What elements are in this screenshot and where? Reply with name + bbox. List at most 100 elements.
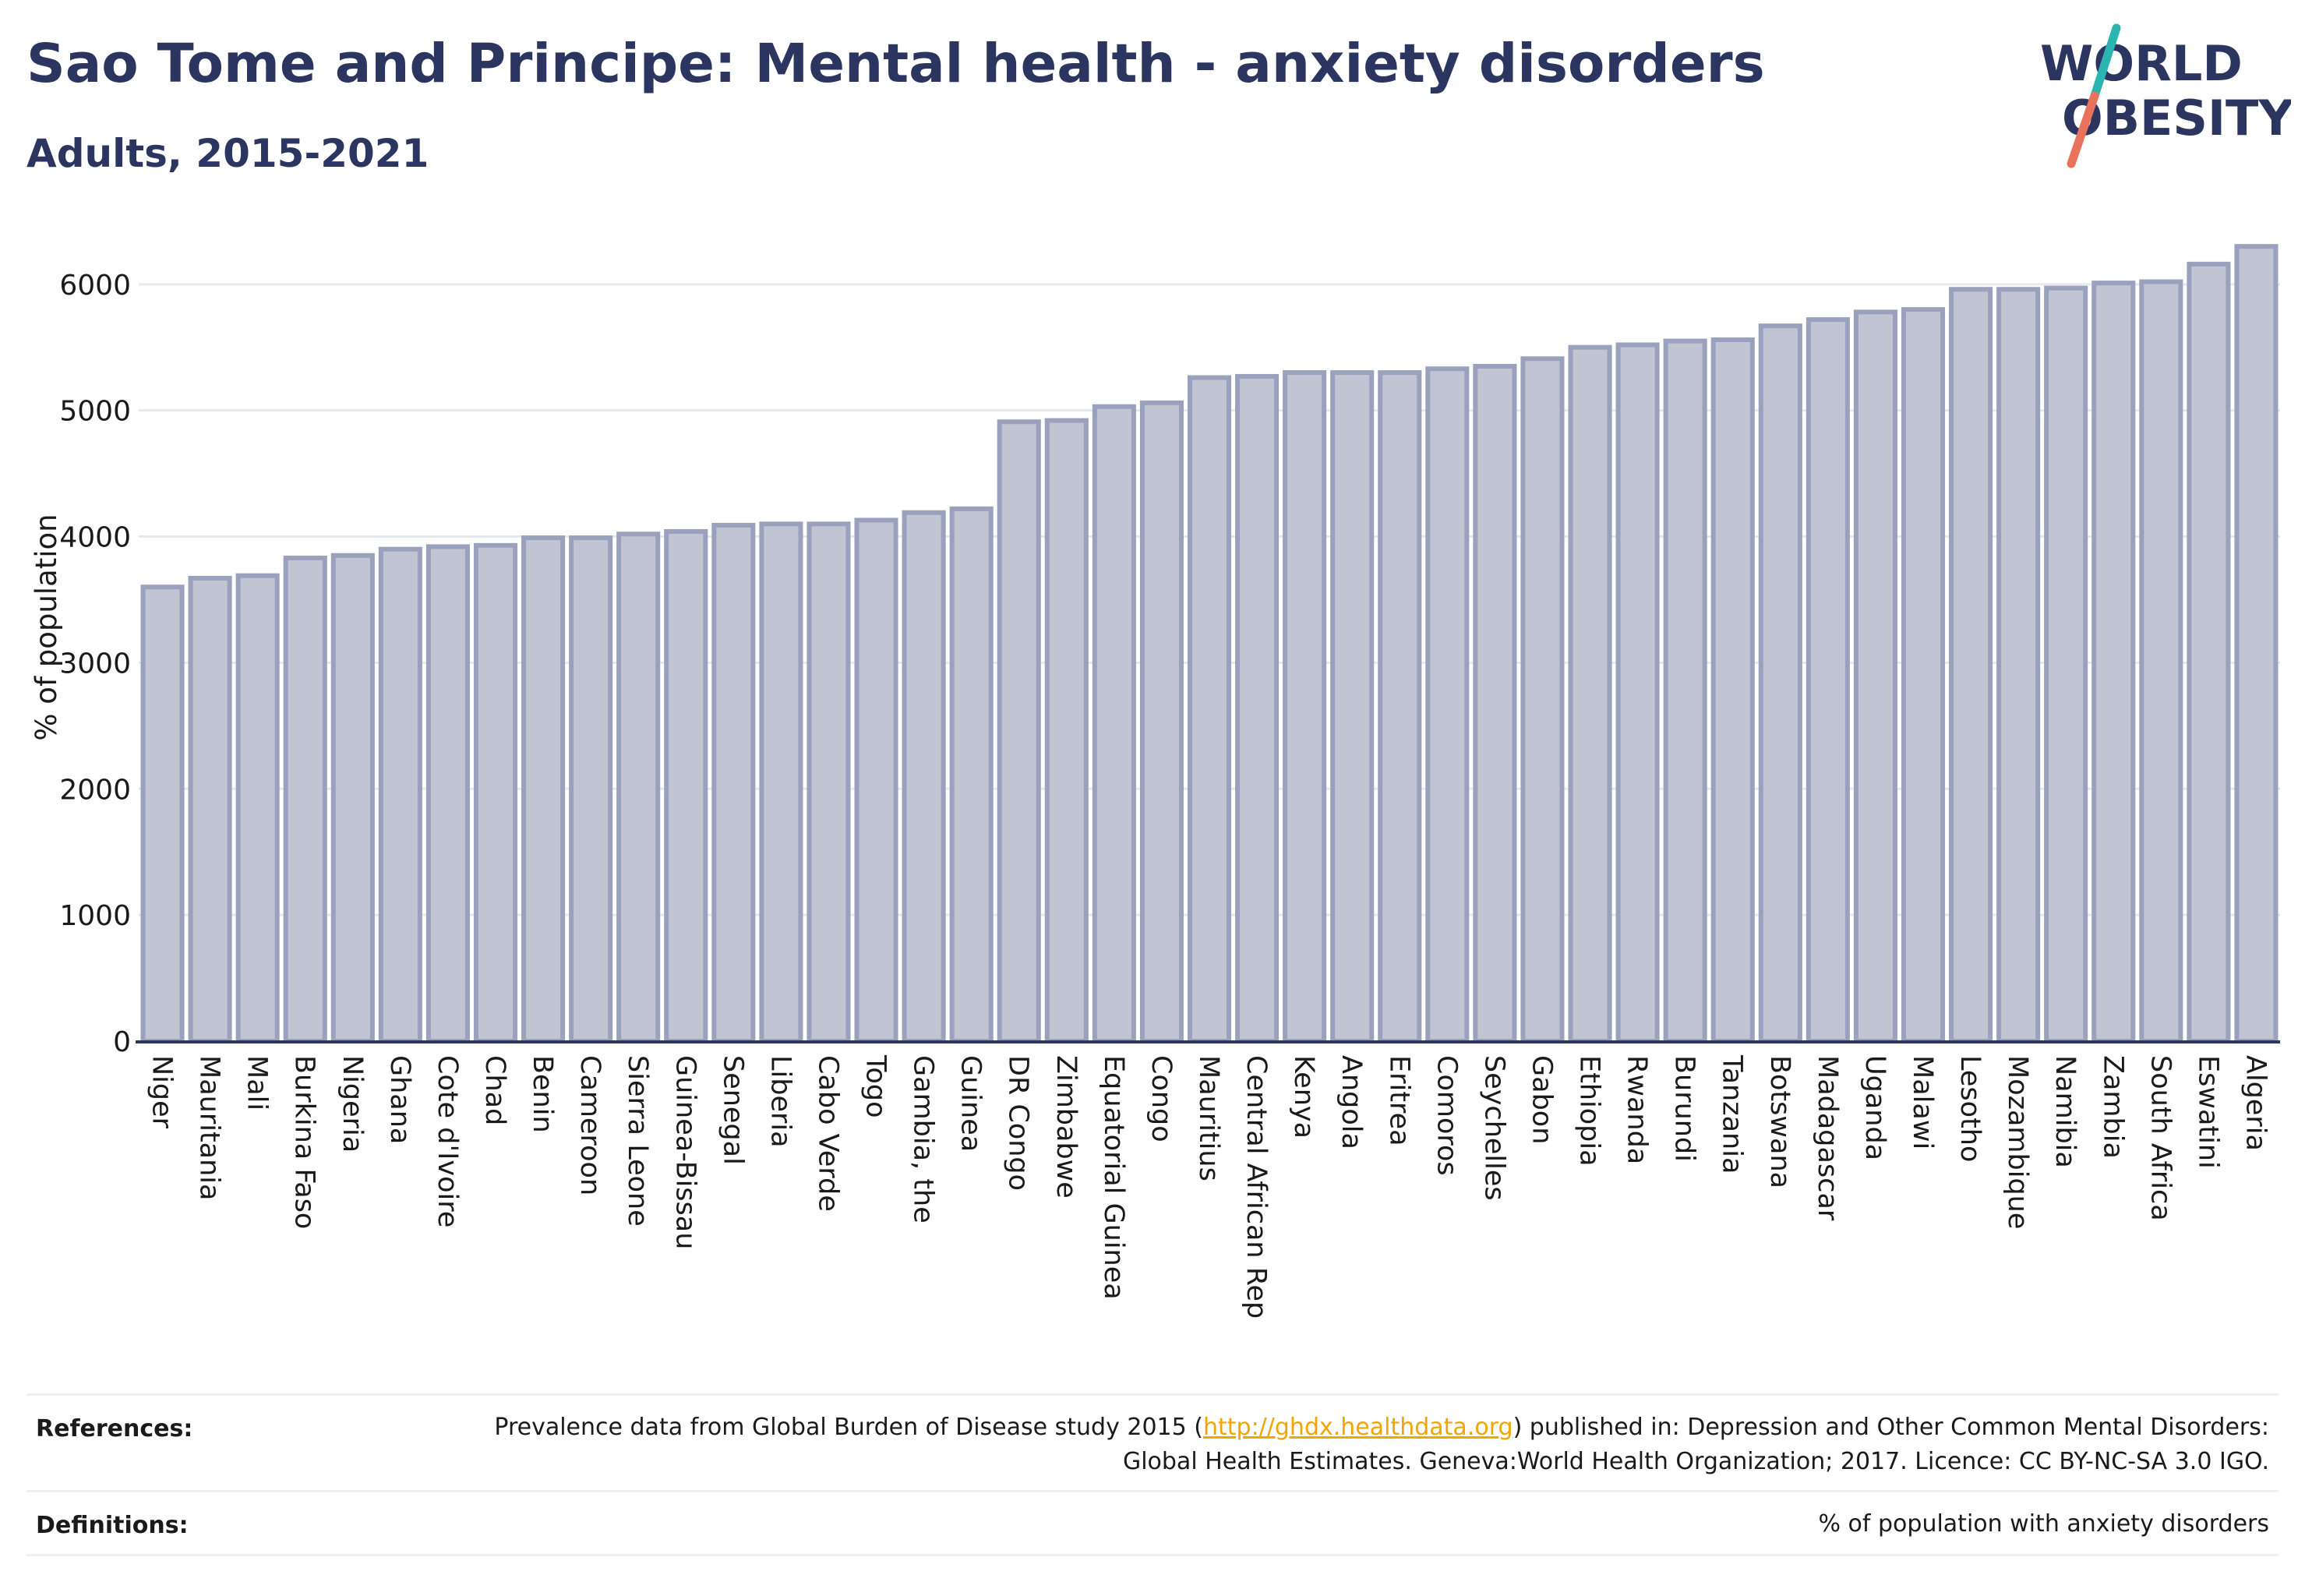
x-tick-label: Ghana	[384, 1055, 415, 1144]
bar	[1283, 370, 1327, 1043]
y-tick-label: 5000	[59, 396, 131, 428]
x-tick-label: Burkina Faso	[289, 1055, 320, 1229]
x-tick-label: Liberia	[764, 1055, 796, 1148]
x-tick-label: Rwanda	[1622, 1055, 1653, 1164]
x-tick-label: Gabon	[1526, 1055, 1557, 1144]
divider	[26, 1554, 2279, 1556]
bar	[2234, 244, 2279, 1043]
logo-slash-top	[2090, 23, 2121, 101]
bar	[140, 584, 185, 1043]
bar	[378, 546, 422, 1043]
x-tick-label: Burundi	[1669, 1055, 1700, 1162]
bar	[1949, 287, 1993, 1044]
x-tick-label: Comoros	[1431, 1055, 1462, 1176]
x-tick-label: Nigeria	[337, 1055, 368, 1153]
bar	[1092, 404, 1136, 1043]
logo-line1: WORLD	[2040, 35, 2243, 92]
bar	[2044, 285, 2088, 1043]
x-tick-label: Mauritius	[1193, 1055, 1224, 1181]
x-tick-label: Cote d'Ivoire	[432, 1055, 463, 1227]
bar	[664, 529, 708, 1043]
divider	[26, 1393, 2279, 1396]
x-tick-label: Mali	[242, 1055, 273, 1110]
bar	[2091, 281, 2136, 1044]
x-tick-label: Tanzania	[1717, 1054, 1748, 1174]
divider	[26, 1490, 2279, 1492]
x-tick-label: Angola	[1336, 1055, 1367, 1149]
bar	[2187, 261, 2231, 1044]
bar	[1710, 337, 1755, 1044]
y-tick-label: 1000	[59, 900, 131, 932]
x-tick-label: Guinea	[955, 1055, 987, 1152]
x-tick-label: Lesotho	[1954, 1055, 1986, 1162]
bar	[569, 535, 613, 1043]
x-tick-label: Equatorial Guinea	[1098, 1055, 1129, 1300]
bar	[188, 575, 232, 1043]
x-tick-label: Niger	[146, 1055, 178, 1129]
references-text-before: Prevalence data from Global Burden of Di…	[494, 1414, 1203, 1441]
x-tick-label: Madagascar	[1812, 1055, 1843, 1221]
bar	[1520, 356, 1565, 1044]
bar	[854, 517, 898, 1043]
bar	[1615, 342, 1660, 1043]
definitions-text: % of population with anxiety disorders	[1818, 1510, 2269, 1538]
bar-chart: 0 1000 2000 3000 4000 5000 6000 Niger Mauritania…	[30, 244, 2280, 1319]
x-tick-label: Guinea-Bissau	[669, 1055, 701, 1249]
x-tick-label: Chad	[479, 1055, 510, 1125]
x-tick-label: Mauritania	[194, 1055, 225, 1200]
bar	[1330, 370, 1375, 1043]
x-tick-label: Uganda	[1859, 1055, 1890, 1160]
x-tick-label: Algeria	[2240, 1055, 2271, 1151]
bar	[1663, 338, 1707, 1043]
bar	[1235, 373, 1280, 1043]
x-tick-label: DR Congo	[1003, 1055, 1034, 1191]
bar	[902, 510, 946, 1043]
bar	[1473, 363, 1517, 1043]
x-tick-label: Namibia	[2049, 1055, 2081, 1168]
bar	[425, 544, 470, 1043]
axes: 0 1000 2000 3000 4000 5000 6000 Niger Mauritania…	[59, 270, 2280, 1319]
x-tick-label: Malawi	[1907, 1055, 1938, 1149]
references-label: References:	[36, 1415, 193, 1442]
x-tick-label: Benin	[527, 1055, 558, 1133]
page-title: Sao Tome and Principe: Mental health - a…	[26, 33, 1765, 95]
x-tick-label: Central African Rep	[1241, 1055, 1272, 1319]
logo-slash-bottom	[2067, 91, 2099, 168]
bar	[235, 573, 280, 1043]
bar	[283, 556, 327, 1043]
x-tick-label: Kenya	[1288, 1055, 1319, 1139]
bar	[616, 531, 661, 1043]
bar	[1187, 375, 1232, 1044]
x-tick-label: Zimbabwe	[1050, 1055, 1082, 1199]
page-subtitle: Adults, 2015-2021	[26, 131, 429, 176]
bar	[1996, 287, 2041, 1044]
x-tick-label: Sierra Leone	[622, 1055, 653, 1227]
x-tick-label: Gambia, the	[908, 1055, 939, 1223]
bar	[330, 553, 375, 1043]
logo-line2: OBESITY	[2062, 90, 2291, 147]
x-tick-label: Cameroon	[574, 1055, 605, 1195]
x-tick-label: Zambia	[2097, 1055, 2128, 1159]
bar	[1853, 309, 1897, 1043]
bar	[997, 419, 1041, 1043]
bar	[1568, 344, 1612, 1043]
bar	[1425, 366, 1470, 1043]
bar	[759, 521, 803, 1043]
x-tick-label: Senegal	[717, 1055, 748, 1165]
bar	[521, 535, 566, 1043]
x-tick-label: Eswatini	[2192, 1055, 2223, 1169]
references-link[interactable]: http://ghdx.healthdata.org	[1202, 1414, 1513, 1441]
bars	[140, 244, 2279, 1044]
x-tick-label: Ethiopia	[1574, 1055, 1605, 1167]
bar	[1901, 307, 1946, 1043]
y-tick-label: 6000	[59, 270, 131, 302]
x-tick-label: Seychelles	[1478, 1055, 1509, 1201]
x-tick-label: Botswana	[1764, 1055, 1795, 1188]
x-tick-label: Togo	[860, 1054, 891, 1118]
definitions-label: Definitions:	[36, 1512, 189, 1539]
bar	[1378, 370, 1422, 1043]
bar	[1806, 317, 1850, 1043]
references-text-after: ) published in: Depression and Other Com…	[1122, 1414, 2269, 1475]
x-tick-label: South Africa	[2144, 1055, 2176, 1221]
bar	[949, 506, 994, 1043]
